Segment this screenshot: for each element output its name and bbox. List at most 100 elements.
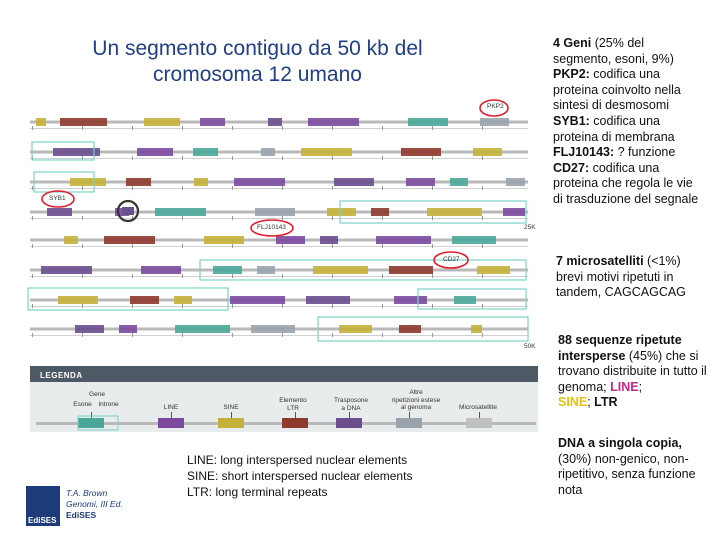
note-sine-word: SINE bbox=[558, 395, 588, 410]
gene-tag-pkp2: PKP2 bbox=[487, 103, 504, 110]
legend-pointer bbox=[91, 412, 92, 418]
track-tick bbox=[432, 274, 433, 278]
track-tick bbox=[32, 274, 33, 278]
gene-tag-cd27: CD27 bbox=[443, 256, 460, 263]
track-tick bbox=[482, 186, 483, 190]
repeat-element bbox=[41, 266, 92, 274]
track-tick bbox=[332, 304, 333, 308]
track-tick bbox=[282, 186, 283, 190]
note-syb1-text: codifica una proteina di membrana bbox=[553, 113, 675, 144]
track-tick bbox=[232, 304, 233, 308]
repeat-element bbox=[452, 236, 496, 244]
track-tick bbox=[182, 156, 183, 160]
track-tick bbox=[482, 304, 483, 308]
note-cd27-name: CD27: bbox=[553, 160, 590, 175]
note-micro-text: brevi motivi ripetuti in tandem, CAGCAGC… bbox=[556, 269, 686, 300]
legend-swatch bbox=[158, 418, 184, 428]
track-tick bbox=[282, 304, 283, 308]
track-ruler bbox=[30, 128, 528, 129]
track-tick bbox=[182, 126, 183, 130]
legend-gene-box bbox=[77, 415, 119, 431]
track-tick bbox=[382, 216, 383, 220]
repeat-element bbox=[137, 148, 173, 156]
glossary: LINE: long interspersed nuclear elements… bbox=[187, 452, 412, 500]
legend-pointer bbox=[349, 412, 350, 418]
repeat-element bbox=[174, 296, 192, 304]
note-interspersed-heading: 88 sequenze ripetute intersperse bbox=[558, 333, 682, 363]
track-tick bbox=[82, 274, 83, 278]
repeat-element bbox=[406, 178, 435, 186]
note-interspersed-share: (45%) bbox=[625, 348, 663, 363]
glossary-sine: SINE: short interspersed nuclear element… bbox=[187, 469, 413, 483]
legend-title: LEGENDA bbox=[40, 371, 83, 380]
slide-title: Un segmento contiguo da 50 kb del cromos… bbox=[30, 36, 485, 88]
repeat-element bbox=[454, 296, 476, 304]
legend-swatch bbox=[78, 418, 104, 428]
track-tick bbox=[82, 244, 83, 248]
note-single-text: (30%) non-genico, non-ripetitivo, senza … bbox=[558, 451, 696, 497]
repeat-element bbox=[306, 296, 350, 304]
track-tick bbox=[282, 216, 283, 220]
repeat-element bbox=[473, 148, 502, 156]
track-tick bbox=[32, 304, 33, 308]
legend-label-ltr: Elemento LTR bbox=[273, 397, 313, 412]
track-ruler bbox=[30, 246, 528, 247]
legend-label-sine: SINE bbox=[223, 404, 239, 411]
note-micro-heading: 7 microsatelliti bbox=[556, 254, 644, 268]
repeat-element bbox=[53, 148, 100, 156]
legend-swatch bbox=[396, 418, 422, 428]
track-ruler bbox=[30, 276, 528, 277]
track-tick bbox=[232, 216, 233, 220]
gene-box bbox=[339, 200, 527, 224]
track-tick bbox=[182, 216, 183, 220]
repeat-element bbox=[408, 118, 448, 126]
track-tick bbox=[82, 216, 83, 220]
repeat-element bbox=[339, 325, 372, 333]
repeat-element bbox=[327, 208, 356, 216]
track-tick bbox=[32, 186, 33, 190]
legend-label-dna-transposon: Trasposone a DNA bbox=[328, 397, 374, 412]
repeat-element bbox=[104, 236, 155, 244]
track-tick bbox=[332, 333, 333, 337]
legend-swatch bbox=[282, 418, 308, 428]
repeat-element bbox=[175, 325, 230, 333]
repeat-element bbox=[376, 236, 431, 244]
repeat-element bbox=[141, 266, 181, 274]
title-line-1: Un segmento contiguo da 50 kb del bbox=[92, 37, 423, 60]
repeat-element bbox=[276, 236, 305, 244]
track-tick bbox=[482, 244, 483, 248]
legend-swatch bbox=[218, 418, 244, 428]
repeat-element bbox=[480, 118, 509, 126]
legend-pointer bbox=[409, 412, 410, 418]
track-tick bbox=[82, 156, 83, 160]
track-ruler bbox=[30, 158, 528, 159]
track-tick bbox=[282, 244, 283, 248]
note-genes: 4 Geni (25% del segmento, esoni, 9%) PKP… bbox=[553, 36, 703, 208]
track-tick bbox=[382, 304, 383, 308]
callout-pkp2 bbox=[479, 99, 509, 117]
track-ruler bbox=[30, 335, 528, 336]
repeat-element bbox=[213, 266, 242, 274]
repeat-element bbox=[36, 118, 46, 126]
repeat-element bbox=[394, 296, 427, 304]
glossary-line: LINE: long interspersed nuclear elements bbox=[187, 453, 408, 467]
gene-box bbox=[27, 287, 229, 311]
track-tick bbox=[132, 304, 133, 308]
gene-box bbox=[199, 259, 527, 281]
repeat-element bbox=[64, 236, 78, 244]
legend-label-intron: Introne bbox=[98, 401, 119, 408]
note-micro-share: (<1%) bbox=[643, 254, 681, 268]
track-tick bbox=[332, 216, 333, 220]
repeat-element bbox=[261, 148, 275, 156]
track-ruler bbox=[30, 188, 528, 189]
legend-label-ltr-2: LTR bbox=[287, 404, 299, 412]
legend-label-exon: Esone bbox=[73, 401, 92, 408]
track-tick bbox=[182, 244, 183, 248]
repeat-element bbox=[60, 118, 107, 126]
track-tick bbox=[432, 304, 433, 308]
title-line-2: cromosoma 12 umano bbox=[153, 63, 362, 86]
track-tick bbox=[332, 186, 333, 190]
credit-publisher: EdiSES bbox=[66, 510, 97, 520]
track-tick bbox=[232, 126, 233, 130]
callout-flj10143 bbox=[250, 219, 294, 237]
